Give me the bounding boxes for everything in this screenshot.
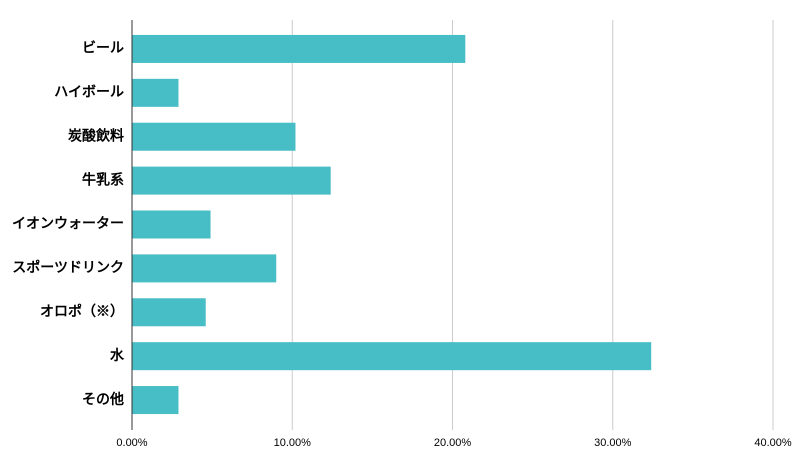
y-tick-label: 水 [110, 347, 125, 363]
y-tick-label: その他 [82, 391, 124, 407]
bar [132, 122, 296, 151]
x-tick-label: 30.00% [594, 437, 632, 449]
bar [132, 166, 331, 195]
y-tick-label: イオンウォーター [12, 215, 124, 231]
y-tick-label: オロポ（※） [40, 303, 124, 319]
y-tick-label: スポーツドリンク [12, 259, 124, 275]
bar [132, 342, 652, 371]
y-tick-label: 牛乳系 [82, 171, 124, 187]
y-tick-label: 炭酸飲料 [68, 127, 124, 143]
x-tick-label: 10.00% [274, 437, 312, 449]
bar [132, 254, 277, 283]
bar [132, 34, 466, 63]
bar [132, 210, 211, 239]
y-tick-label: ビール [82, 40, 124, 56]
bar [132, 78, 179, 107]
x-tick-label: 0.00% [116, 437, 147, 449]
x-tick-label: 40.00% [754, 437, 792, 449]
y-tick-label: ハイボール [54, 84, 124, 100]
x-tick-label: 20.00% [434, 437, 472, 449]
bar [132, 298, 206, 327]
bar [132, 386, 179, 415]
